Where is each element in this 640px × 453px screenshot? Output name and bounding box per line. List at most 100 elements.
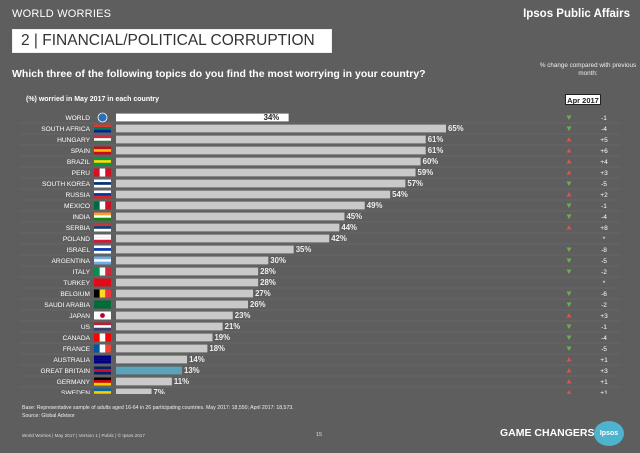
data-label: 21% bbox=[225, 322, 241, 331]
flag-stripe bbox=[94, 325, 111, 328]
change-label: -1 bbox=[601, 115, 607, 122]
flag-stripe bbox=[94, 300, 111, 304]
up-arrow-icon bbox=[566, 137, 572, 142]
flag-stripe bbox=[94, 369, 111, 372]
bar-chart: WORLD 34% -1 SOUTH AFRICA 65% -4 HUNGARY 61% +5 S… bbox=[20, 112, 620, 394]
down-arrow-icon bbox=[566, 324, 572, 329]
change-label: -6 bbox=[601, 291, 607, 298]
flag-stripe bbox=[94, 149, 111, 152]
flag-stripe bbox=[94, 140, 111, 144]
country-label: SPAIN bbox=[71, 148, 91, 155]
page-number: 15 bbox=[316, 432, 323, 438]
flag-stripe bbox=[94, 327, 111, 331]
change-label: * bbox=[603, 280, 606, 287]
flag-stripe bbox=[105, 344, 111, 353]
down-arrow-icon bbox=[566, 302, 572, 307]
bar bbox=[116, 113, 289, 122]
footer-text: World Worries | May 2017 | Version 1 | P… bbox=[22, 433, 145, 438]
flag-stripe bbox=[94, 289, 100, 298]
data-label: 26% bbox=[250, 300, 266, 309]
flag-stripe bbox=[94, 281, 111, 284]
flag-stripe bbox=[94, 360, 111, 364]
flag-stripe bbox=[94, 228, 111, 232]
flag-stripe bbox=[94, 201, 100, 210]
flag-stripe bbox=[94, 184, 111, 188]
flag-stripe bbox=[99, 344, 106, 353]
flag-stripe bbox=[94, 261, 111, 265]
country-label: RUSSIA bbox=[65, 192, 90, 199]
bar bbox=[116, 179, 406, 188]
bar bbox=[116, 168, 416, 177]
country-label: ITALY bbox=[73, 269, 91, 276]
bar bbox=[116, 190, 391, 199]
change-label: +6 bbox=[600, 148, 608, 155]
flag-stripe bbox=[94, 371, 111, 375]
source-note: Source: Global Advisor bbox=[22, 413, 75, 419]
bar bbox=[116, 223, 340, 232]
flag-stripe bbox=[94, 135, 111, 139]
bar bbox=[116, 212, 345, 221]
country-label: BELGIUM bbox=[60, 291, 90, 298]
data-label: 30% bbox=[270, 256, 286, 265]
data-label: 59% bbox=[418, 168, 434, 177]
flag-stripe bbox=[94, 333, 100, 342]
bar bbox=[116, 146, 426, 155]
flag-stripe bbox=[94, 124, 111, 128]
change-label: -5 bbox=[601, 346, 607, 353]
world-flag-icon bbox=[97, 112, 108, 123]
change-label: +3 bbox=[600, 313, 608, 320]
change-label: -4 bbox=[601, 126, 607, 133]
flag-stripe bbox=[99, 333, 106, 342]
bar bbox=[116, 388, 152, 394]
flag-stripe bbox=[94, 234, 111, 238]
flag-stripe bbox=[94, 129, 111, 133]
flag-stripe bbox=[94, 380, 111, 383]
data-label: 61% bbox=[428, 146, 444, 155]
flag-stripe bbox=[105, 333, 111, 342]
flag-stripe bbox=[94, 256, 111, 260]
change-label: * bbox=[603, 236, 606, 243]
data-label: 49% bbox=[367, 201, 383, 210]
down-arrow-icon bbox=[566, 335, 572, 340]
country-label: US bbox=[81, 324, 91, 331]
flag-stripe bbox=[94, 248, 111, 251]
flag-stripe bbox=[94, 179, 111, 183]
flag-stripe bbox=[94, 212, 111, 216]
slogan: GAME CHANGERS bbox=[500, 427, 595, 439]
data-label: 45% bbox=[346, 212, 362, 221]
flag-stripe bbox=[94, 237, 111, 240]
country-label: SOUTH AFRICA bbox=[41, 126, 90, 133]
country-label: MEXICO bbox=[64, 203, 90, 210]
flag-stripe bbox=[94, 250, 111, 254]
down-arrow-icon bbox=[566, 291, 572, 296]
data-label: 28% bbox=[260, 267, 276, 276]
flag-stripe bbox=[94, 283, 111, 287]
change-label: -2 bbox=[601, 302, 607, 309]
flag-stripe bbox=[94, 322, 111, 326]
flag-stripe bbox=[94, 344, 100, 353]
up-arrow-icon bbox=[566, 159, 572, 164]
country-label: POLAND bbox=[63, 236, 90, 243]
flag-stripe bbox=[94, 217, 111, 221]
change-label: +1 bbox=[600, 390, 608, 394]
up-arrow-icon bbox=[566, 390, 572, 394]
up-arrow-icon bbox=[566, 192, 572, 197]
data-label: 61% bbox=[428, 135, 444, 144]
country-label: TURKEY bbox=[63, 280, 90, 287]
bar bbox=[116, 300, 248, 309]
bar bbox=[116, 267, 259, 276]
flag-stripe bbox=[94, 303, 111, 306]
data-label: 35% bbox=[296, 245, 312, 254]
country-label: PERU bbox=[72, 170, 91, 177]
flag-stripe bbox=[94, 146, 111, 150]
country-label: BRAZIL bbox=[67, 159, 90, 166]
flag-stripe bbox=[94, 377, 111, 381]
flag-stripe bbox=[105, 289, 111, 298]
flag-stripe bbox=[99, 289, 106, 298]
data-label: 65% bbox=[448, 124, 464, 133]
flag-stripe bbox=[94, 391, 111, 394]
bar bbox=[116, 355, 188, 364]
data-label: 60% bbox=[423, 157, 439, 166]
flag-stripe bbox=[94, 382, 111, 386]
down-arrow-icon bbox=[566, 115, 572, 120]
